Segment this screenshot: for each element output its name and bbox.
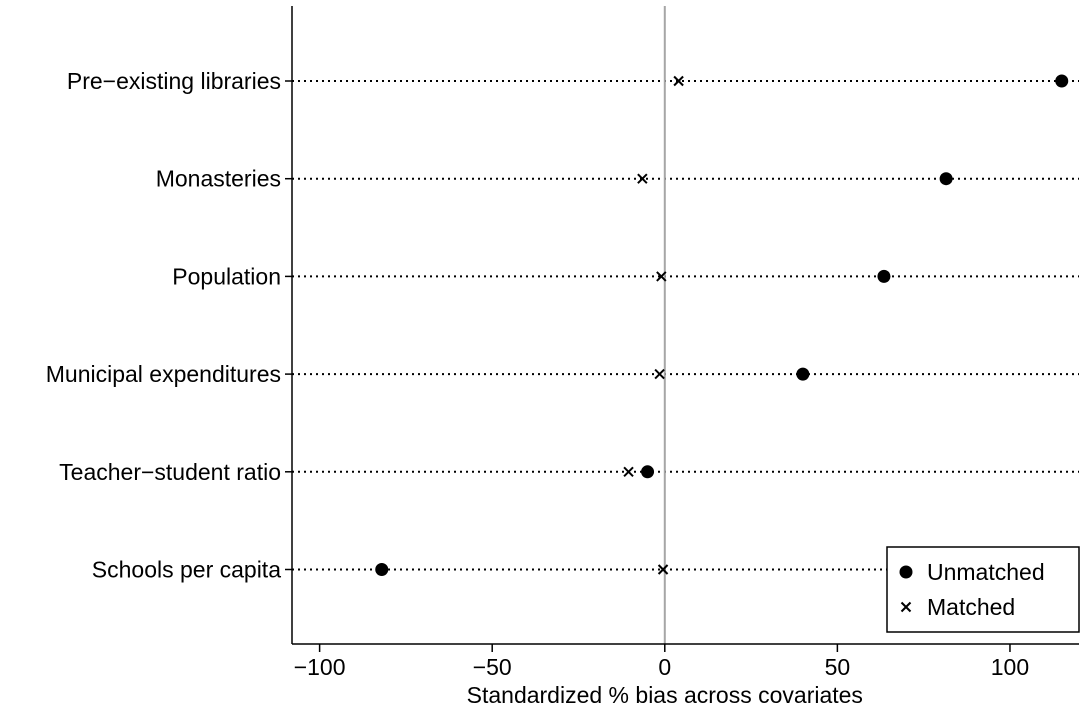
x-tick-label: 0 [658, 654, 671, 680]
x-tick-label: −100 [294, 654, 346, 680]
matched-marker [673, 75, 684, 87]
dotted-guide-lines [292, 80, 1079, 571]
legend-label: Matched [927, 594, 1015, 620]
matched-marker [654, 368, 665, 380]
matched-marker [657, 564, 669, 575]
legend-matched-marker [900, 601, 912, 613]
legend: Unmatched Matched [886, 546, 1080, 633]
unmatched-marker [1055, 74, 1069, 88]
matched-marker [623, 466, 634, 478]
legend-label: Unmatched [927, 559, 1045, 585]
legend-box [886, 546, 1080, 633]
category-label: Teacher−student ratio [59, 459, 281, 485]
unmatched-marker [939, 172, 953, 186]
matched-marker [656, 271, 667, 282]
unmatched-marker [375, 563, 389, 576]
category-labels: Pre−existing libraries Monasteries Populat… [46, 68, 292, 583]
x-tick-label: 100 [991, 654, 1029, 680]
x-stroke [673, 75, 684, 87]
unmatched-marker [877, 269, 891, 283]
x-axis-title: Standardized % bias across covariates [467, 682, 863, 708]
x-axis-ticks: −100 −50 0 50 100 [294, 644, 1029, 680]
unmatched-marker [796, 367, 810, 381]
matched-marker [637, 173, 648, 184]
category-label: Municipal expenditures [46, 361, 281, 387]
x-tick-label: −50 [473, 654, 512, 680]
x-stroke [654, 368, 665, 380]
legend-unmatched-marker [899, 565, 913, 579]
x-stroke [623, 466, 634, 478]
unmatched-marker [641, 465, 655, 479]
category-label: Monasteries [156, 166, 281, 192]
category-label: Pre−existing libraries [67, 68, 281, 94]
x-stroke [637, 173, 648, 184]
category-label: Schools per capita [92, 557, 281, 583]
category-label: Population [172, 263, 281, 289]
x-tick-label: 50 [825, 654, 851, 680]
x-stroke [900, 601, 912, 613]
x-stroke [657, 564, 669, 575]
data-markers [375, 74, 1069, 576]
axes [291, 6, 1079, 645]
x-stroke [656, 271, 667, 282]
